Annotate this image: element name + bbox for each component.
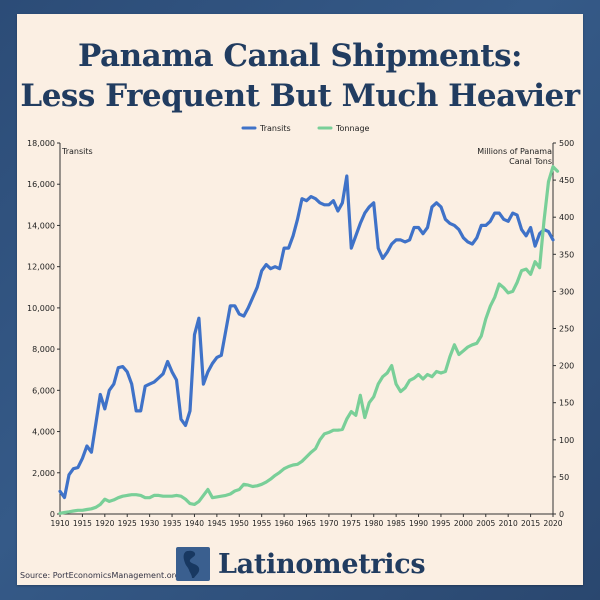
- x-tick-label: 1990: [409, 519, 428, 528]
- right-tick-label: 200: [559, 362, 574, 371]
- x-tick-label: 1925: [118, 519, 137, 528]
- left-tick-label: 18,000: [27, 139, 55, 148]
- left-tick-label: 8,000: [32, 345, 55, 354]
- x-tick-label: 1940: [185, 519, 204, 528]
- left-axis-label: Transits: [61, 147, 93, 156]
- right-tick-label: 350: [559, 250, 574, 259]
- legend-label-transits: Transits: [259, 124, 291, 133]
- x-tick-label: 2020: [543, 519, 562, 528]
- x-tick-label: 1980: [364, 519, 383, 528]
- chart-title-line1: Panama Canal Shipments:: [78, 38, 522, 74]
- x-tick-label: 1935: [162, 519, 181, 528]
- left-tick-label: 2,000: [32, 469, 55, 478]
- series-line-tonnage: [58, 165, 560, 515]
- x-tick-label: 1975: [342, 519, 361, 528]
- legend-label-tonnage: Tonnage: [335, 124, 370, 133]
- right-tick-label: 300: [559, 287, 574, 296]
- right-tick-label: 400: [559, 213, 574, 222]
- americas-map-icon: [176, 547, 210, 581]
- x-tick-label: 1955: [252, 519, 271, 528]
- left-tick-label: 10,000: [27, 304, 55, 313]
- left-tick-label: 4,000: [32, 428, 55, 437]
- x-tick-label: 2000: [454, 519, 473, 528]
- left-tick-label: 0: [50, 510, 55, 519]
- right-tick-label: 450: [559, 176, 574, 185]
- x-tick-label: 2005: [476, 519, 495, 528]
- left-tick-label: 6,000: [32, 386, 55, 395]
- x-tick-label: 1945: [207, 519, 226, 528]
- x-tick-label: 1960: [275, 519, 294, 528]
- left-tick-label: 12,000: [27, 263, 55, 272]
- x-tick-label: 1910: [50, 519, 69, 528]
- x-tick-label: 1920: [95, 519, 114, 528]
- right-tick-label: 500: [559, 139, 574, 148]
- x-tick-label: 1950: [230, 519, 249, 528]
- right-tick-label: 150: [559, 399, 574, 408]
- brand-name: Latinometrics: [218, 548, 426, 580]
- right-tick-label: 0: [559, 510, 564, 519]
- x-tick-label: 2015: [521, 519, 540, 528]
- left-tick-label: 16,000: [27, 180, 55, 189]
- right-axis-label-line2: Canal Tons: [509, 157, 552, 166]
- source-note: Source: PortEconomicsManagement.org: [20, 571, 180, 580]
- x-tick-label: 1995: [431, 519, 450, 528]
- brand-logo: Latinometrics: [176, 546, 426, 582]
- chart-card: Panama Canal Shipments: Less Frequent Bu…: [17, 14, 583, 585]
- left-tick-label: 14,000: [27, 221, 55, 230]
- x-tick-label: 1915: [73, 519, 92, 528]
- series-line-transits: [58, 174, 555, 500]
- right-tick-label: 250: [559, 325, 574, 334]
- right-tick-label: 50: [559, 473, 569, 482]
- x-tick-label: 1985: [387, 519, 406, 528]
- x-tick-label: 1930: [140, 519, 159, 528]
- right-tick-label: 100: [559, 436, 574, 445]
- x-tick-label: 1965: [297, 519, 316, 528]
- x-tick-label: 2010: [499, 519, 518, 528]
- right-axis-label-line1: Millions of Panama: [477, 147, 552, 156]
- chart-title-line2: Less Frequent But Much Heavier: [20, 78, 580, 114]
- x-tick-label: 1970: [319, 519, 338, 528]
